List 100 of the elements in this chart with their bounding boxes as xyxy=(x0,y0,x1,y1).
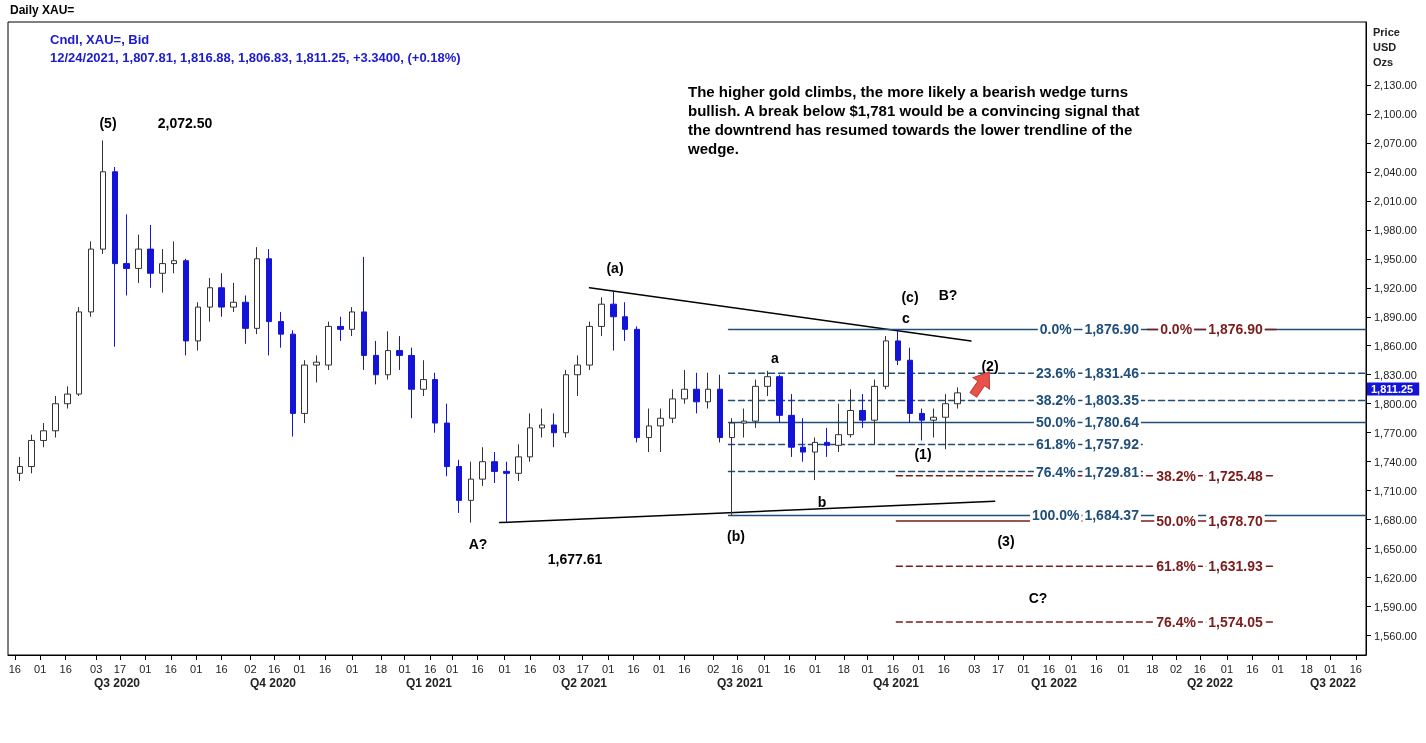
x-tick-label: 01 xyxy=(398,662,411,675)
x-tick-label: 02 xyxy=(707,662,720,675)
annotation: 76.4% xyxy=(1035,463,1077,480)
x-tick-label: 16 xyxy=(1042,662,1056,675)
x-tick-label: 16 xyxy=(1090,662,1103,675)
x-tick-label: 01 xyxy=(293,662,306,675)
x-tick-label: 17 xyxy=(991,662,1005,675)
y-tick-label: 2,010.00 xyxy=(1374,194,1417,207)
y-tick-label: 1,860.00 xyxy=(1374,339,1417,352)
x-tick-label: 01 xyxy=(1017,662,1030,675)
annotation: 1,677.61 xyxy=(547,551,603,567)
y-tick-label: 1,560.00 xyxy=(1374,629,1417,642)
y-tick-label: 1,590.00 xyxy=(1374,600,1417,613)
x-tick-label: 16 xyxy=(627,662,640,675)
x-tick-label: 16 xyxy=(215,662,228,675)
y-tick-label: 1,800.00 xyxy=(1374,397,1417,410)
annotation: c xyxy=(902,310,911,326)
x-tick-label: 17 xyxy=(576,662,589,675)
y-tick-label: 1,980.00 xyxy=(1374,223,1417,236)
annotation: (2) xyxy=(981,358,999,374)
y-tick-label: 1,710.00 xyxy=(1374,484,1417,497)
x-tick-label: 03 xyxy=(90,662,103,675)
y-tick-label: 1,920.00 xyxy=(1374,281,1417,294)
y-tick-label: 1,650.00 xyxy=(1374,542,1417,555)
x-tick-label: 01 xyxy=(1064,662,1078,675)
x-tick-label: 01 xyxy=(1117,662,1130,675)
x-tick-label: 18 xyxy=(1300,662,1313,675)
y-tick-label: 2,100.00 xyxy=(1374,107,1417,120)
x-tick-label: 16 xyxy=(59,662,72,675)
x-tick-label: 01 xyxy=(190,662,203,675)
x-tick-label: 01 xyxy=(758,662,771,675)
annotation: (c) xyxy=(901,289,919,305)
y-tick-label: 1,950.00 xyxy=(1374,252,1417,265)
text: Cndl, XAU=, Bid 12/24/2021, 1,807.81, 1,816.88, 1,806.83, 1,811.25, +3.3400, (+0.18%) xyxy=(50,31,461,65)
x-tick-label: 01 xyxy=(602,662,615,675)
annotation: 1,803.35 xyxy=(1084,392,1140,409)
annotation: 1,574.05 xyxy=(1208,614,1263,631)
x-tick-label: 03 xyxy=(552,662,566,675)
annotation: C? xyxy=(1028,590,1048,606)
y-tick-label: 1,680.00 xyxy=(1374,513,1417,526)
annotation: 61.8% xyxy=(1035,436,1077,453)
annotation: 0.0% xyxy=(1039,321,1073,338)
x-tick-label: 18 xyxy=(374,662,388,675)
x-tick-label: 16 xyxy=(783,662,796,675)
y-axis-title: Price USD Ozs xyxy=(1373,25,1400,68)
y-tick-label: 1,620.00 xyxy=(1374,571,1417,584)
annotation: 50.0% xyxy=(1035,414,1077,431)
annotation: (a) xyxy=(606,260,624,276)
x-tick-label: 16 xyxy=(730,662,744,675)
text: Q1 2021 xyxy=(405,676,453,690)
annotation: 100.0% xyxy=(1032,507,1081,524)
y-tick-label: 2,070.00 xyxy=(1374,136,1417,149)
annotation: (1) xyxy=(914,446,932,462)
annotation: 1,780.64 xyxy=(1084,414,1140,431)
annotation: b xyxy=(817,494,827,510)
annotation: A? xyxy=(468,536,488,552)
annotation: (b) xyxy=(727,528,745,544)
y-tick-label: 1,740.00 xyxy=(1374,455,1417,468)
x-tick-label: 18 xyxy=(1146,662,1159,675)
annotation: 1,876.90 xyxy=(1208,321,1263,338)
text: Q3 2021 xyxy=(716,676,764,690)
x-tick-label: 02 xyxy=(244,662,257,675)
x-tick-label: 16 xyxy=(524,662,537,675)
x-tick-label: 17 xyxy=(113,662,127,675)
x-tick-label: 18 xyxy=(837,662,850,675)
text: Q3 2020 xyxy=(93,676,141,690)
x-tick-label: 16 xyxy=(268,662,281,675)
x-tick-label: 16 xyxy=(318,662,332,675)
x-tick-label: 16 xyxy=(1246,662,1259,675)
x-tick-label: 01 xyxy=(34,662,47,675)
x-tick-label: 01 xyxy=(1220,662,1234,675)
annotation: 2,072.50 xyxy=(157,115,213,131)
y-tick-label: 1,890.00 xyxy=(1374,310,1417,323)
x-tick-label: 16 xyxy=(1349,662,1362,675)
x-tick-label: 01 xyxy=(912,662,925,675)
x-tick-label: 16 xyxy=(937,662,950,675)
chart-title: Daily XAU= xyxy=(10,3,75,17)
x-tick-label: 16 xyxy=(678,662,691,675)
text: Q4 2021 xyxy=(872,676,920,690)
y-tick-label: 1,770.00 xyxy=(1374,426,1417,439)
x-tick-label: 01 xyxy=(446,662,459,675)
x-tick-label: 01 xyxy=(498,662,511,675)
annotation: 1,725.48 xyxy=(1208,467,1263,484)
text: Q4 2020 xyxy=(249,676,297,690)
annotation: 38.2% xyxy=(1156,467,1197,484)
x-tick-label: 01 xyxy=(139,662,152,675)
annotation: B? xyxy=(938,287,958,303)
annotation: 1,729.81 xyxy=(1084,463,1140,480)
x-tick-label: 02 xyxy=(1169,662,1183,675)
y-tick-label: 2,040.00 xyxy=(1374,165,1417,178)
annotation: 0.0% xyxy=(1160,321,1193,338)
annotation: 38.2% xyxy=(1035,392,1077,409)
y-tick-label: 1,830.00 xyxy=(1374,368,1417,381)
annotation: 1,876.90 xyxy=(1084,321,1140,338)
annotation: 1,831.46 xyxy=(1084,365,1140,382)
x-tick-label: 16 xyxy=(886,662,900,675)
x-tick-label: 01 xyxy=(808,662,822,675)
annotation: 23.6% xyxy=(1035,365,1077,382)
text: Q2 2021 xyxy=(560,676,608,690)
x-tick-label: 16 xyxy=(471,662,484,675)
